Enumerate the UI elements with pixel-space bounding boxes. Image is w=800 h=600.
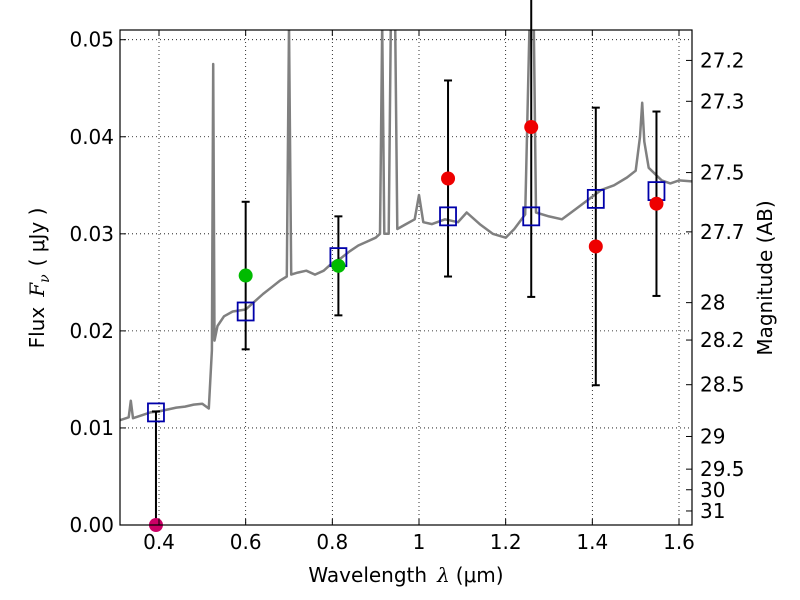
spectrum-layer [120, 30, 692, 422]
y-tick-label: 0.00 [69, 513, 114, 537]
marker-layer [147, 120, 666, 532]
magnitude-tick-label: 27.5 [700, 161, 745, 185]
spectrum-line [120, 30, 692, 422]
magnitude-tick-label: 29.5 [700, 457, 745, 481]
magnitude-axis-label: Magnitude (AB) [753, 200, 777, 355]
observed-data-point [331, 258, 346, 273]
model-photometry-marker [522, 206, 541, 227]
y-tick-label: 0.01 [69, 416, 114, 440]
magnitude-tick-label: 28.2 [700, 328, 745, 352]
y-tick-label: 0.02 [69, 319, 114, 343]
magnitude-tick-label: 29 [700, 424, 725, 448]
magnitude-tick-label: 27.7 [700, 220, 745, 244]
x-tick-label: 0.6 [230, 530, 262, 554]
magnitude-tick-label: 28.5 [700, 373, 745, 397]
x-tick-label: 0.8 [316, 530, 348, 554]
magnitude-tick-label: 27.2 [700, 48, 745, 72]
model-photometry-marker [236, 301, 255, 322]
observed-data-point [238, 268, 253, 283]
magnitude-tick-label: 28 [700, 291, 725, 315]
x-tick-label: 1.4 [576, 530, 608, 554]
x-tick-label: 1.2 [490, 530, 522, 554]
plot-frame [119, 29, 693, 526]
observed-data-point [524, 120, 539, 135]
y-axis-label: FluxFν( μJy ) [25, 208, 53, 349]
magnitude-tick-label: 27.3 [700, 89, 745, 113]
y-tick-label: 0.05 [69, 28, 114, 52]
x-axis-label: Wavelength λ (μm) [308, 563, 503, 587]
model-photometry-marker [586, 188, 605, 209]
x-tick-label: 0.4 [143, 530, 175, 554]
axis-ticks: 0.4 0.6 0.8 1 1.2 1.4 1.6 0.00 0.01 0.02 0.03 0.04 0… [69, 28, 744, 554]
observed-data-point [441, 171, 456, 186]
errorbar-layer [151, 0, 661, 526]
grid-lines [120, 30, 692, 526]
x-tick-label: 1 [413, 530, 426, 554]
observed-data-point [649, 196, 664, 211]
magnitude-tick-label: 30 [700, 478, 725, 502]
x-tick-label: 1.6 [663, 530, 695, 554]
model-photometry-marker [147, 402, 165, 423]
observed-data-point [588, 239, 603, 254]
y-tick-label: 0.04 [69, 125, 114, 149]
y-tick-label: 0.03 [69, 222, 114, 246]
magnitude-tick-label: 31 [700, 499, 725, 523]
model-photometry-marker [439, 206, 457, 227]
